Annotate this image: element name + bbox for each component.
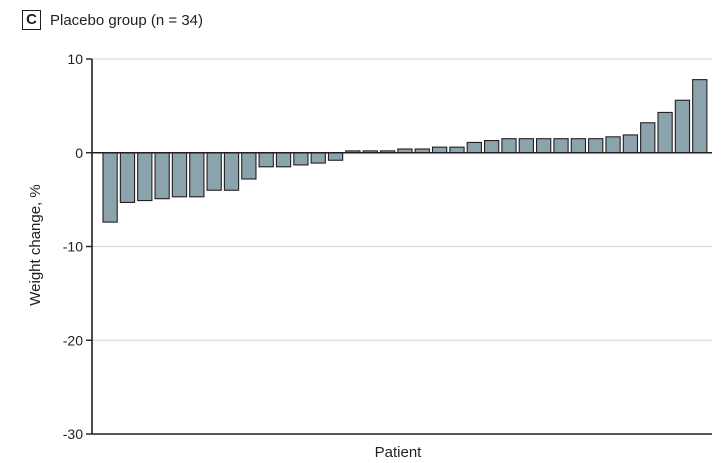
bar (189, 152, 205, 198)
y-tick-label: -10 (63, 239, 83, 255)
bar (206, 152, 222, 191)
bar (501, 138, 517, 154)
bar-layer (102, 79, 708, 223)
bar (657, 111, 673, 154)
x-axis-title: Patient (375, 444, 423, 461)
bar (102, 152, 118, 223)
bar (449, 146, 465, 154)
y-tick-label: 10 (67, 51, 83, 67)
bar (431, 146, 448, 154)
bar (692, 79, 708, 154)
y-axis-title: Weight change, % (27, 184, 44, 305)
bar (223, 152, 240, 191)
bar (622, 134, 639, 154)
bar (588, 138, 604, 154)
bar (171, 152, 188, 198)
bar (327, 152, 344, 161)
bar (605, 136, 621, 154)
axis-layer: 10 0 -10 -20 -30 (63, 51, 712, 442)
bar (241, 152, 257, 180)
panel-title: Placebo group (n = 34) (50, 11, 204, 29)
bar (154, 152, 170, 200)
bar (466, 141, 482, 154)
bar (137, 152, 153, 202)
bar (570, 138, 587, 154)
bar (553, 138, 569, 154)
bar (640, 122, 656, 154)
bar (310, 152, 326, 164)
y-tick-label: 0 (75, 145, 83, 161)
panel-letter: C (22, 10, 41, 30)
grid-layer (92, 58, 712, 435)
bar (536, 138, 552, 154)
bar (483, 140, 500, 154)
y-tick-label: -30 (63, 426, 83, 442)
bar (518, 138, 534, 154)
bar (119, 152, 136, 203)
panel-header: C Placebo group (n = 34) (22, 8, 203, 32)
y-tick-label: -20 (63, 332, 83, 348)
bar (258, 152, 274, 168)
bar (293, 152, 309, 166)
bar (674, 99, 691, 154)
bar (275, 152, 292, 168)
